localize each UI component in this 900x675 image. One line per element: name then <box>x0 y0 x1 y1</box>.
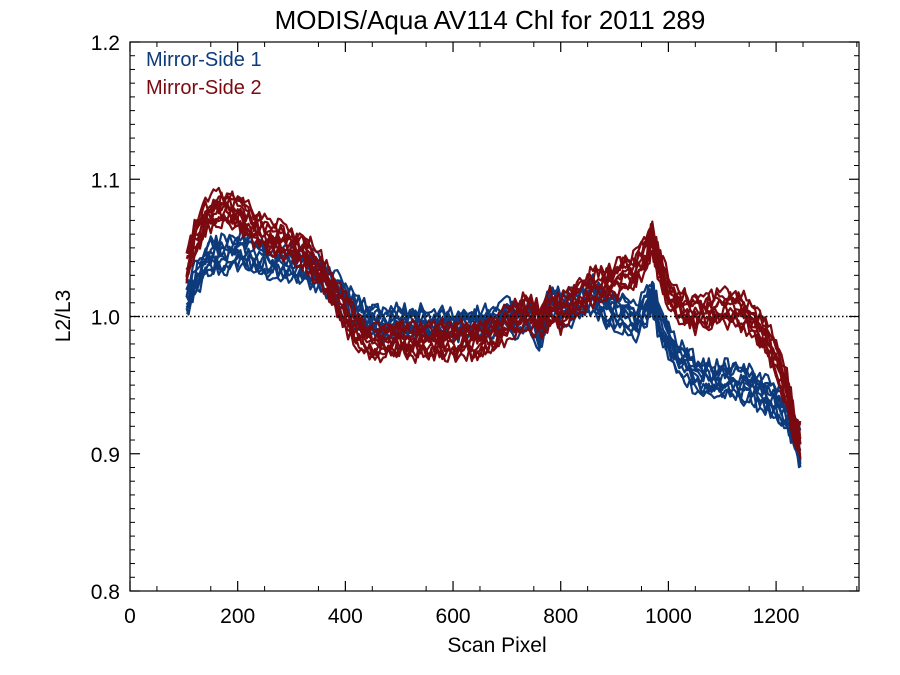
series-layer <box>185 186 802 469</box>
y-tick-label: 1.0 <box>91 307 120 330</box>
x-tick-label: 600 <box>436 605 471 628</box>
x-tick-label: 800 <box>543 605 578 628</box>
y-tick-label: 0.8 <box>91 581 120 604</box>
tick-layer <box>129 41 859 592</box>
legend: Mirror-Side 1 Mirror-Side 2 <box>146 49 262 99</box>
x-tick-label: 400 <box>328 605 363 628</box>
x-tick-label: 200 <box>220 605 255 628</box>
y-tick-label: 0.9 <box>91 444 120 467</box>
series-line-2 <box>186 186 802 428</box>
chart-title: MODIS/Aqua AV114 Chl for 2011 289 <box>275 5 706 35</box>
x-tick-label: 1200 <box>753 605 800 628</box>
legend-entry-mirror-side-1: Mirror-Side 1 <box>146 49 262 71</box>
y-tick-label: 1.2 <box>91 32 120 55</box>
y-axis-title: L2/L3 <box>52 290 75 343</box>
series-line-2 <box>185 196 802 441</box>
x-tick-label: 0 <box>124 605 136 628</box>
x-tick-label: 1000 <box>645 605 692 628</box>
y-tick-label: 1.1 <box>91 169 120 192</box>
x-axis-title: Scan Pixel <box>447 634 546 657</box>
series-line-2 <box>185 193 802 427</box>
tick-label-layer: 0 200 400 600 800 1000 1200 0.8 0.9 1.0 1.1 1.2 <box>91 32 800 628</box>
legend-entry-mirror-side-2: Mirror-Side 2 <box>146 77 262 99</box>
series-line-1 <box>185 241 802 451</box>
